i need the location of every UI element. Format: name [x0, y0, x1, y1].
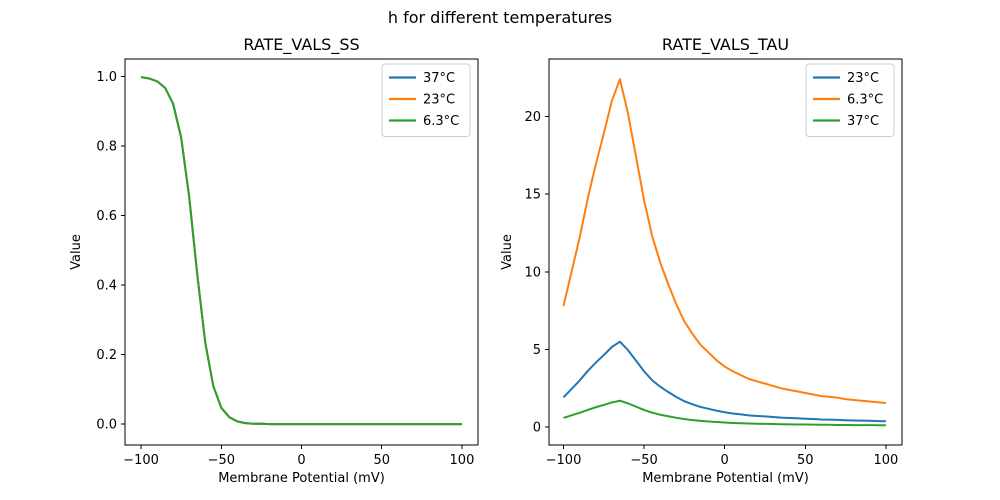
y-tick-label: 0 — [533, 421, 541, 436]
legend-label: 37°C — [847, 114, 879, 129]
legend-box — [805, 63, 895, 137]
axis-title-y: Value — [500, 234, 515, 270]
x-tick-label: −50 — [630, 453, 657, 468]
axis-title-y: Value — [69, 234, 84, 270]
legend: 23°C 6.3°C 37°C — [805, 63, 895, 137]
y-tick-label: 15 — [524, 188, 541, 203]
legend-label: 6.3°C — [847, 93, 883, 108]
y-tick-label: 0.0 — [96, 418, 117, 433]
plot-frame — [124, 58, 479, 446]
figure-title: h for different temperatures — [387, 8, 613, 27]
axis-title-x: Membrane Potential (mV) — [642, 471, 809, 486]
y-tick-label: 1.0 — [96, 70, 117, 85]
x-tick-label: −50 — [208, 453, 235, 468]
subplot-rate-vals-tau: −100 −50 0 50 100 0 5 10 15 20 RATE_VALS_TAU Membra… — [500, 35, 903, 486]
x-tick-label: 0 — [297, 453, 305, 468]
legend-label: 23°C — [847, 71, 879, 86]
x-tick-label: 50 — [373, 453, 390, 468]
x-tick-label: −100 — [123, 453, 159, 468]
x-tick-label: −100 — [546, 453, 582, 468]
legend-label: 23°C — [423, 93, 455, 108]
y-tick-label: 0.6 — [96, 209, 117, 224]
axis-title-x: Membrane Potential (mV) — [218, 471, 385, 486]
subplot-rate-vals-ss: −100 −50 0 50 100 0.0 0.2 0.4 0.6 0.8 1.0 RATE_VALS… — [69, 35, 479, 486]
series-line-23c — [562, 340, 886, 423]
legend-label: 6.3°C — [423, 114, 459, 129]
series-line-6.3c — [562, 78, 886, 405]
y-tick-label: 10 — [524, 265, 541, 280]
legend-label: 37°C — [423, 71, 455, 86]
x-tick-label: 0 — [721, 453, 729, 468]
legend-box — [381, 63, 471, 137]
x-tick-label: 100 — [873, 453, 898, 468]
legend: 37°C 23°C 6.3°C — [381, 63, 471, 137]
plot-frame — [548, 58, 903, 446]
y-tick-label: 20 — [524, 110, 541, 125]
subplot-title: RATE_VALS_TAU — [662, 35, 789, 55]
subplot-title: RATE_VALS_SS — [243, 35, 359, 55]
x-tick-label: 100 — [450, 453, 475, 468]
y-tick-label: 0.8 — [96, 139, 117, 154]
y-tick-label: 0.2 — [96, 348, 117, 363]
y-tick-label: 5 — [533, 343, 541, 358]
series-line-37c — [563, 399, 886, 427]
x-tick-label: 50 — [797, 453, 814, 468]
series-line-6.3c — [140, 76, 462, 426]
y-tick-label: 0.4 — [96, 279, 117, 294]
